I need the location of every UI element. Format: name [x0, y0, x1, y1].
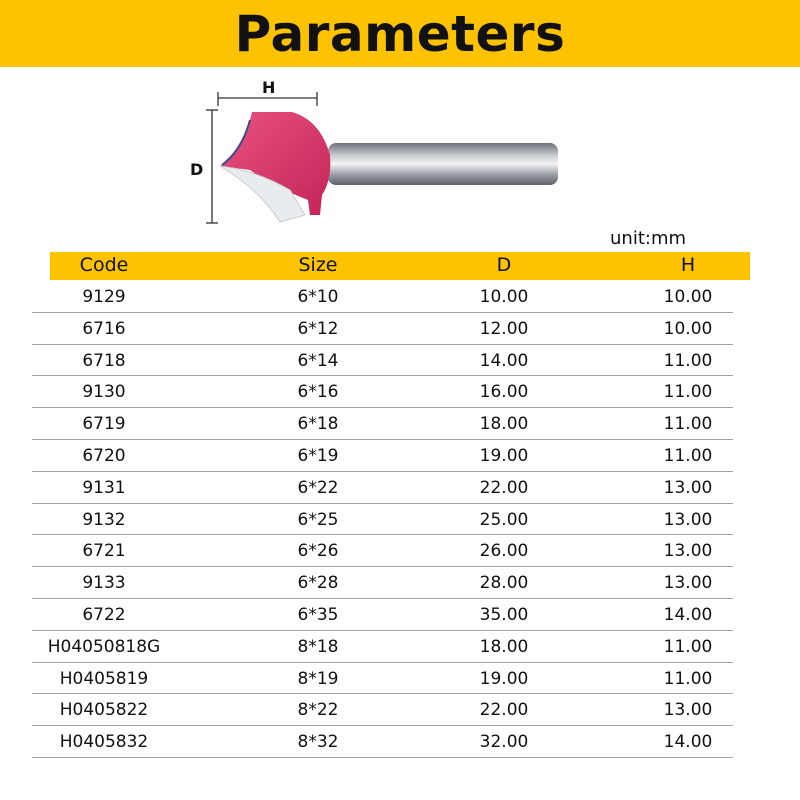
cell-d: 19.00 — [479, 668, 529, 689]
cell-d: 35.00 — [479, 604, 529, 625]
table-row: H04050818G 8*18 18.00 11.00 — [32, 631, 733, 663]
table-row: 6719 6*18 18.00 11.00 — [32, 408, 733, 440]
cell-code: 9132 — [82, 509, 126, 530]
cell-code: 9129 — [82, 287, 126, 307]
cell-d: 32.00 — [479, 732, 529, 753]
table-row: 6716 6*12 12.00 10.00 — [32, 313, 733, 345]
cell-size: 6*10 — [297, 287, 339, 307]
table-row: 6721 6*26 26.00 13.00 — [32, 535, 733, 568]
cell-size: 6*16 — [297, 382, 339, 403]
cell-code: 6721 — [82, 541, 126, 562]
cell-d: 16.00 — [479, 382, 529, 403]
cell-size: 6*26 — [297, 541, 339, 562]
cell-d: 12.00 — [479, 318, 529, 339]
cell-size: 6*14 — [297, 350, 339, 371]
cell-d: 22.00 — [479, 700, 529, 721]
page-title: Parameters — [234, 4, 566, 63]
table-row: 6720 6*19 19.00 11.00 — [32, 440, 733, 472]
cell-code: H0405822 — [59, 700, 149, 721]
header-h: H — [680, 254, 696, 276]
cell-size: 6*25 — [297, 509, 339, 530]
cell-size: 6*35 — [297, 604, 339, 625]
cell-code: 6719 — [82, 414, 126, 435]
cell-size: 8*19 — [297, 668, 339, 689]
header-code: Code — [79, 254, 129, 276]
cell-d: 26.00 — [479, 541, 529, 562]
table-row: 6722 6*35 35.00 14.00 — [32, 599, 733, 631]
cell-size: 8*22 — [297, 700, 339, 721]
cell-h: 13.00 — [663, 477, 713, 498]
cell-size: 6*19 — [297, 445, 339, 466]
parameters-table: 9129 6*10 10.00 10.00 6716 6*12 12.00 10.00 6718… — [0, 281, 800, 758]
cell-size: 6*22 — [297, 477, 339, 498]
title-banner: Parameters — [0, 0, 800, 67]
table-row: H0405819 8*19 19.00 11.00 — [32, 663, 733, 695]
table-row: 9133 6*28 28.00 13.00 — [32, 567, 733, 599]
cell-d: 10.00 — [479, 287, 529, 307]
cell-h: 11.00 — [663, 382, 713, 403]
cell-h: 13.00 — [663, 573, 713, 594]
header-d: D — [496, 254, 512, 276]
cell-h: 11.00 — [663, 636, 713, 657]
cell-d: 22.00 — [479, 477, 529, 498]
cell-size: 6*12 — [297, 318, 339, 339]
cell-d: 28.00 — [479, 573, 529, 594]
cell-h: 13.00 — [663, 700, 713, 721]
d-dimension-label: D — [190, 160, 204, 179]
cell-h: 11.00 — [663, 668, 713, 689]
cell-code: H04050818G — [47, 636, 161, 657]
cell-code: 6718 — [82, 350, 126, 371]
cell-h: 13.00 — [663, 509, 713, 530]
table-row: H0405822 8*22 22.00 13.00 — [32, 694, 733, 727]
cell-code: 6716 — [82, 318, 126, 339]
cell-h: 11.00 — [663, 414, 713, 435]
cell-h: 13.00 — [663, 541, 713, 562]
table-row: H0405832 8*32 32.00 14.00 — [32, 726, 733, 758]
cell-d: 18.00 — [479, 636, 529, 657]
cell-d: 19.00 — [479, 445, 529, 466]
router-bit-diagram: H D — [180, 70, 580, 234]
h-dimension-label: H — [262, 78, 276, 97]
cell-d: 25.00 — [479, 509, 529, 530]
cell-size: 8*18 — [297, 636, 339, 657]
cell-size: 6*18 — [297, 414, 339, 435]
table-row: 9129 6*10 10.00 10.00 — [32, 281, 733, 313]
cell-h: 11.00 — [663, 445, 713, 466]
cell-code: H0405832 — [59, 732, 149, 753]
cell-code: 6722 — [82, 604, 126, 625]
table-header: Code Size D H — [50, 252, 750, 280]
cell-h: 10.00 — [663, 318, 713, 339]
cell-code: H0405819 — [59, 668, 149, 689]
cell-size: 6*28 — [297, 573, 339, 594]
unit-label: unit:mm — [610, 228, 687, 249]
header-size: Size — [298, 254, 338, 276]
cell-d: 18.00 — [479, 414, 529, 435]
cell-code: 6720 — [82, 445, 126, 466]
table-row: 6718 6*14 14.00 11.00 — [32, 345, 733, 377]
cell-h: 11.00 — [663, 350, 713, 371]
cell-size: 8*32 — [297, 732, 339, 753]
cell-d: 14.00 — [479, 350, 529, 371]
cell-h: 14.00 — [663, 604, 713, 625]
table-row: 9130 6*16 16.00 11.00 — [32, 376, 733, 409]
cell-code: 9131 — [82, 477, 126, 498]
cell-code: 9133 — [82, 573, 126, 594]
cell-code: 9130 — [82, 382, 126, 403]
table-row: 9132 6*25 25.00 13.00 — [32, 504, 733, 536]
cell-h: 10.00 — [663, 287, 713, 307]
table-row: 9131 6*22 22.00 13.00 — [32, 472, 733, 504]
cell-h: 14.00 — [663, 732, 713, 753]
